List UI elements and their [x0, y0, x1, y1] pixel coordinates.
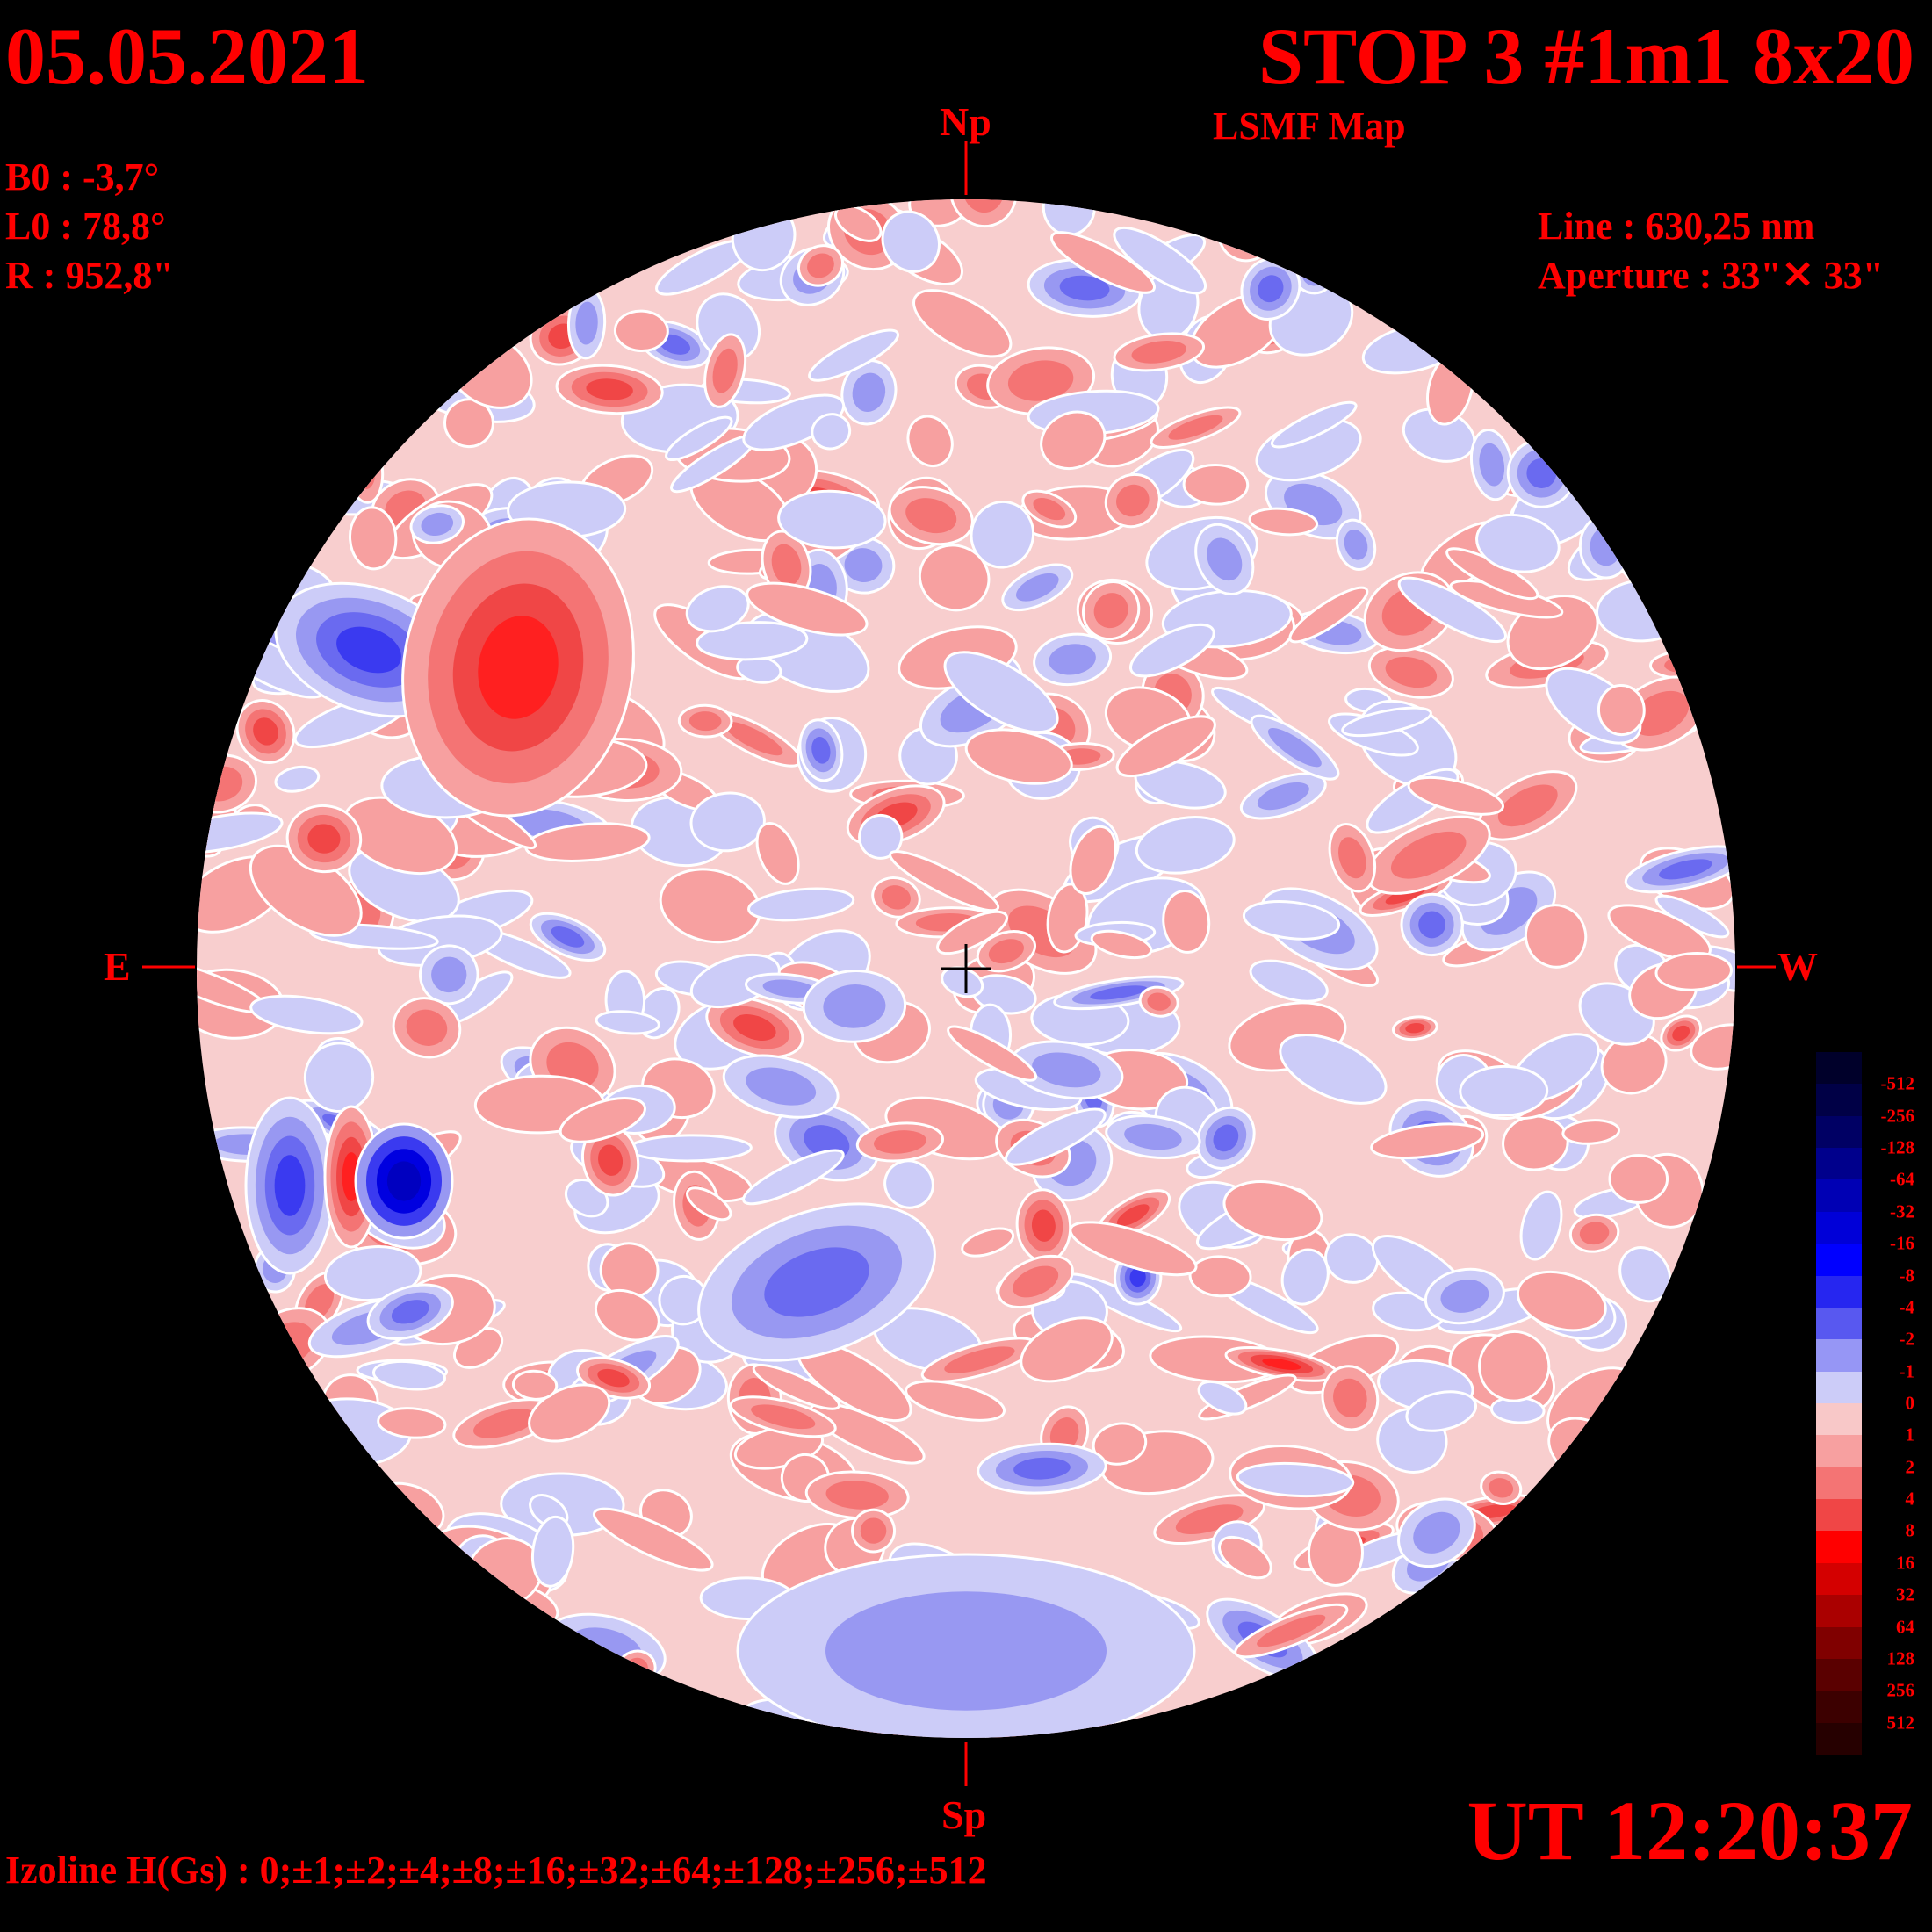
north-pole-label: Np [940, 99, 991, 144]
colorbar-label: -512 [1880, 1072, 1915, 1094]
colorbar-label: -128 [1880, 1136, 1915, 1158]
colorbar-label: 32 [1896, 1583, 1914, 1605]
aperture-label: Aperture : 33"✕ 33" [1538, 254, 1885, 297]
colorbar-segment [1816, 1244, 1862, 1277]
b0-parameter: B0 : -3,7° [5, 155, 160, 198]
colorbar-label: -2 [1899, 1328, 1915, 1350]
colorbar-segment [1816, 1499, 1862, 1532]
center-crosshair [941, 944, 991, 993]
colorbar-label: 128 [1886, 1647, 1915, 1669]
colorbar [1816, 1052, 1862, 1755]
izoline-legend: Izoline H(Gs) : 0;±1;±2;±4;±8;±16;±32;±6… [5, 1849, 987, 1892]
colorbar-label: 512 [1886, 1712, 1915, 1734]
colorbar-segment [1816, 1275, 1862, 1308]
spectral-line-label: Line : 630,25 nm [1538, 205, 1815, 248]
colorbar-segment [1816, 1531, 1862, 1564]
colorbar-label: -8 [1899, 1265, 1915, 1287]
radius-parameter: R : 952,8" [5, 254, 174, 297]
colorbar-segment [1816, 1211, 1862, 1245]
colorbar-segment [1816, 1626, 1862, 1660]
colorbar-segment [1816, 1115, 1862, 1150]
colorbar-label: 16 [1896, 1552, 1914, 1574]
colorbar-label: -32 [1890, 1200, 1914, 1222]
colorbar-segment [1816, 1403, 1862, 1437]
colorbar-label: -1 [1899, 1360, 1915, 1382]
colorbar-label: 8 [1905, 1519, 1915, 1541]
colorbar-segment [1816, 1307, 1862, 1341]
date-label: 05.05.2021 [5, 11, 369, 101]
colorbar-label: 4 [1905, 1488, 1915, 1510]
east-label: E [104, 944, 131, 989]
colorbar-segment [1816, 1179, 1862, 1213]
colorbar-segment [1816, 1371, 1862, 1404]
colorbar-label: -256 [1880, 1105, 1915, 1127]
colorbar-segment [1816, 1467, 1862, 1501]
colorbar-labels: -512 -256 -128 -64 -32 -16 -8 -4 -2 -1 0 1 2 4 8 16 32 64… [1865, 1052, 1915, 1755]
ut-time-label: UT 12:20:37 [1467, 1784, 1913, 1878]
colorbar-segment [1816, 1690, 1862, 1724]
west-label: W [1777, 944, 1818, 989]
map-title: STOP 3 #1m1 8x20 [1258, 11, 1914, 101]
solar-disk [197, 199, 1735, 1738]
map-subtitle: LSMF Map [1213, 105, 1406, 148]
colorbar-label: 64 [1896, 1616, 1914, 1638]
colorbar-label: 1 [1905, 1424, 1915, 1445]
l0-parameter: L0 : 78,8° [5, 205, 166, 248]
colorbar-segment [1816, 1148, 1862, 1181]
colorbar-label: 256 [1886, 1679, 1915, 1701]
south-pole-label: Sp [941, 1792, 987, 1837]
colorbar-label: -16 [1890, 1232, 1914, 1254]
colorbar-segment [1816, 1084, 1862, 1117]
colorbar-segment [1816, 1052, 1862, 1085]
colorbar-segment [1816, 1339, 1862, 1373]
colorbar-label: -4 [1899, 1296, 1915, 1318]
colorbar-segment [1816, 1435, 1862, 1468]
colorbar-label: 0 [1905, 1392, 1915, 1414]
colorbar-segment [1816, 1722, 1862, 1755]
colorbar-label: -64 [1890, 1168, 1914, 1190]
colorbar-segment [1816, 1562, 1862, 1597]
colorbar-segment [1816, 1658, 1862, 1692]
colorbar-segment [1816, 1595, 1862, 1628]
colorbar-label: 2 [1905, 1456, 1915, 1478]
